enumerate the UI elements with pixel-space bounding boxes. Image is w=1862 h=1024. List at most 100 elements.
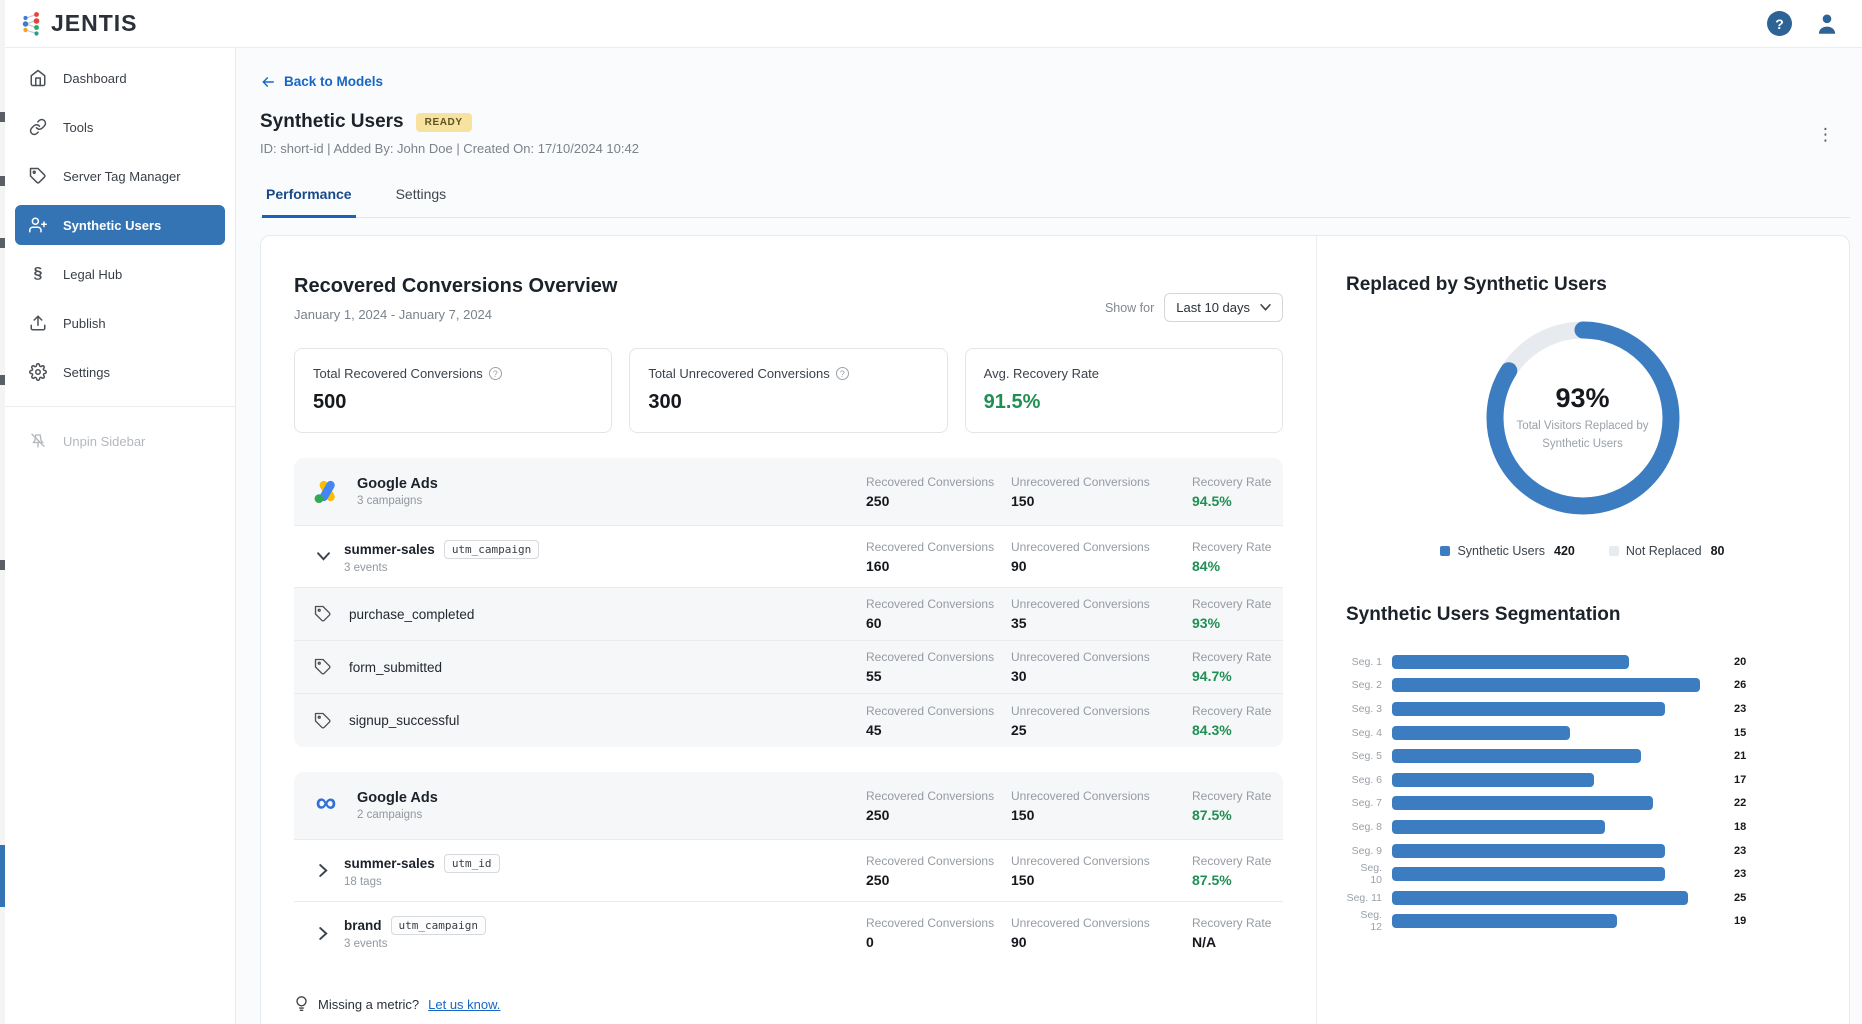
meta-icon: ∞ — [311, 791, 341, 821]
status-badge: READY — [416, 113, 472, 132]
bar-row: Seg. 120 — [1346, 650, 1819, 674]
info-icon[interactable]: ? — [836, 367, 849, 380]
bar-row: Seg. 617 — [1346, 768, 1819, 792]
gear-icon — [29, 363, 47, 381]
legend-swatch — [1440, 546, 1450, 556]
top-bar: JENTIS ? — [0, 0, 1862, 48]
back-arrow-icon — [260, 75, 276, 89]
sidebar-item-tools[interactable]: Tools — [15, 107, 225, 147]
stat-avg-recovery-rate: Avg. Recovery Rate 91.5% — [965, 348, 1283, 433]
stats-row: Total Recovered Conversions? 500 Total U… — [294, 348, 1283, 433]
bar-row: Seg. 1023 — [1346, 862, 1819, 886]
sidebar-item-label: Settings — [63, 365, 110, 380]
tag-icon — [314, 658, 332, 676]
period-dropdown[interactable]: Last 10 days — [1164, 293, 1283, 322]
logo-text: JENTIS — [51, 10, 138, 37]
event-row: signup_successful Recovered Conversions4… — [294, 694, 1283, 747]
stat-value: 300 — [648, 391, 928, 414]
google-ads-icon — [311, 477, 341, 507]
replaced-panel-title: Replaced by Synthetic Users — [1346, 274, 1819, 296]
tag-icon — [314, 605, 332, 623]
bar-row: Seg. 323 — [1346, 697, 1819, 721]
legend-not-replaced: Not Replaced 80 — [1609, 544, 1725, 558]
tab-performance[interactable]: Performance — [262, 180, 356, 218]
provider-row: ∞ Google Ads 2 campaigns Recovered Conve… — [294, 772, 1283, 840]
back-to-models-link[interactable]: Back to Models — [260, 74, 383, 89]
tag-icon — [314, 712, 332, 730]
chevron-down-icon — [1260, 304, 1271, 311]
sidebar-item-label: Publish — [63, 316, 106, 331]
app-window: JENTIS ? Dashboard Tools — [0, 0, 1862, 1024]
bar-row: Seg. 521 — [1346, 744, 1819, 768]
pin-slash-icon — [29, 432, 47, 450]
let-us-know-link[interactable]: Let us know. — [428, 997, 500, 1012]
sidebar-item-label: Synthetic Users — [63, 218, 161, 233]
sidebar-item-dashboard[interactable]: Dashboard — [15, 58, 225, 98]
chevron-right-icon[interactable] — [310, 927, 336, 940]
donut-chart: 93% Total Visitors Replaced by Synthetic… — [1483, 318, 1683, 518]
kebab-menu-icon[interactable]: ⋮ — [1817, 126, 1834, 143]
campaign-row[interactable]: summer-sales utm_campaign 3 events Recov… — [294, 526, 1283, 588]
unpin-sidebar-label: Unpin Sidebar — [63, 434, 145, 449]
event-row: purchase_completed Recovered Conversions… — [294, 588, 1283, 641]
user-account-icon[interactable] — [1814, 11, 1840, 37]
bar-row: Seg. 722 — [1346, 792, 1819, 816]
stat-total-unrecovered: Total Unrecovered Conversions? 300 — [629, 348, 947, 433]
campaign-row[interactable]: summer-sales utm_id 18 tags Recovered Co… — [294, 840, 1283, 902]
event-row: form_submitted Recovered Conversions55 U… — [294, 641, 1283, 694]
bar-row: Seg. 226 — [1346, 674, 1819, 698]
bar-row: Seg. 415 — [1346, 721, 1819, 745]
tab-settings[interactable]: Settings — [392, 180, 451, 217]
sidebar-item-label: Legal Hub — [63, 267, 122, 282]
chevron-right-icon[interactable] — [310, 864, 336, 877]
sidebar-item-settings[interactable]: Settings — [15, 352, 225, 392]
show-for-label: Show for — [1105, 301, 1154, 315]
page-title: Synthetic Users — [260, 111, 404, 133]
recovered-conversions-section: Recovered Conversions Overview January 1… — [261, 236, 1316, 1024]
utm-badge: utm_id — [444, 854, 500, 873]
bar-row: Seg. 818 — [1346, 815, 1819, 839]
legend-swatch — [1609, 546, 1619, 556]
tag-icon — [29, 167, 47, 185]
donut-percentage: 93% — [1555, 383, 1609, 414]
stat-value: 91.5% — [984, 391, 1264, 414]
upload-icon — [29, 314, 47, 332]
link-icon — [29, 118, 47, 136]
segmentation-bar-chart: Seg. 120 Seg. 226 Seg. 323 Seg. 415 Seg.… — [1346, 650, 1819, 933]
replaced-panel: Replaced by Synthetic Users 93% Total Vi… — [1317, 236, 1849, 1024]
stat-total-recovered: Total Recovered Conversions? 500 — [294, 348, 612, 433]
jentis-logo[interactable]: JENTIS — [20, 10, 138, 37]
legend-synthetic-users: Synthetic Users 420 — [1440, 544, 1574, 558]
sidebar: Dashboard Tools Server Tag Manager Synth… — [5, 48, 236, 1024]
bar-row: Seg. 1125 — [1346, 886, 1819, 910]
date-range: January 1, 2024 - January 7, 2024 — [294, 307, 617, 322]
chevron-down-icon[interactable] — [310, 552, 336, 561]
tab-bar: Performance Settings — [260, 180, 1850, 218]
help-icon[interactable]: ? — [1767, 11, 1792, 36]
info-icon[interactable]: ? — [489, 367, 502, 380]
sidebar-item-label: Dashboard — [63, 71, 127, 86]
sidebar-item-publish[interactable]: Publish — [15, 303, 225, 343]
campaign-table-google-ads: Google Ads 3 campaigns Recovered Convers… — [294, 458, 1283, 747]
performance-card: Recovered Conversions Overview January 1… — [260, 235, 1850, 1024]
campaign-row[interactable]: brand utm_campaign 3 events Recovered Co… — [294, 902, 1283, 964]
unpin-sidebar-button[interactable]: Unpin Sidebar — [15, 421, 225, 461]
lightbulb-icon — [294, 995, 309, 1013]
sidebar-item-legal-hub[interactable]: § Legal Hub — [15, 254, 225, 294]
bar-row: Seg. 1219 — [1346, 910, 1819, 934]
sidebar-item-server-tag-manager[interactable]: Server Tag Manager — [15, 156, 225, 196]
section-title: Recovered Conversions Overview — [294, 275, 617, 298]
sidebar-item-label: Server Tag Manager — [63, 169, 181, 184]
utm-badge: utm_campaign — [391, 916, 486, 935]
donut-sublabel: Total Visitors Replaced by Synthetic Use… — [1516, 418, 1648, 453]
page-meta: ID: short-id | Added By: John Doe | Crea… — [260, 141, 1850, 156]
missing-metric-note: Missing a metric? Let us know. — [294, 995, 1283, 1013]
home-icon — [29, 69, 47, 87]
segmentation-title: Synthetic Users Segmentation — [1346, 604, 1819, 626]
sidebar-item-synthetic-users[interactable]: Synthetic Users — [15, 205, 225, 245]
utm-badge: utm_campaign — [444, 540, 539, 559]
main-content: Back to Models Synthetic Users READY ID:… — [236, 48, 1862, 1024]
section-sign-icon: § — [29, 265, 47, 283]
users-icon — [29, 216, 47, 234]
left-edge-artifact — [0, 0, 5, 1024]
